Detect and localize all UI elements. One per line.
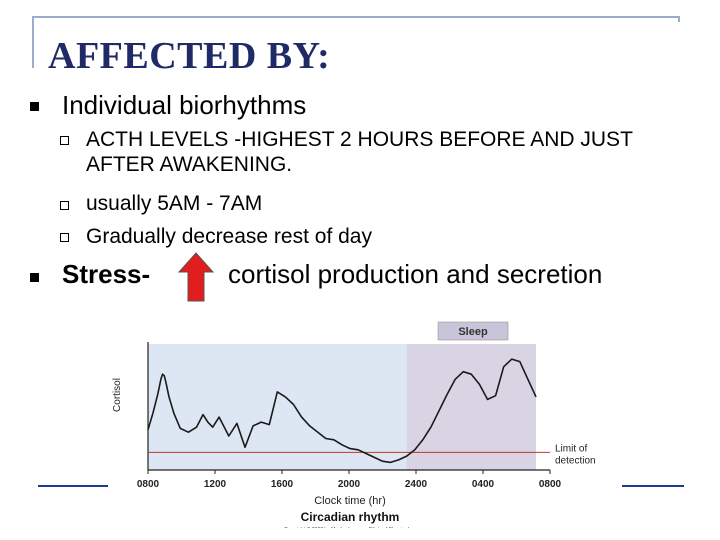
y-axis-label: Cortisol [112, 378, 123, 412]
x-tick-label: 0800 [137, 479, 160, 490]
bullet-biorhythms: Individual biorhythms [62, 90, 307, 120]
bullet-stress-label: Stress- [62, 259, 151, 289]
chart-title: Circadian rhythm [301, 510, 400, 524]
slide-title: AFFECTED BY: [48, 35, 331, 77]
cortisol-series-line [147, 358, 537, 464]
bullet-stress-text: cortisol production and secretion [228, 259, 603, 289]
sub-bullet-hollow-square-icon [60, 201, 69, 210]
up-arrow-icon [178, 252, 214, 302]
x-axis-label: Clock time (hr) [314, 495, 386, 507]
x-tick-label: 2400 [405, 479, 428, 490]
bullet-square-icon [30, 273, 39, 282]
sub-bullet-hollow-square-icon [60, 233, 69, 242]
sleep-label: Sleep [458, 326, 488, 338]
bullet-square-icon [30, 102, 39, 111]
sub-bullet-time: usually 5AM - 7AM [86, 192, 263, 215]
limit-label-line1: Limit of [555, 443, 587, 454]
decorative-line-left [38, 485, 108, 487]
sleep-shaded-region [406, 344, 536, 470]
x-tick-label: 1600 [271, 479, 294, 490]
sub-bullet-acth: ACTH LEVELS -HIGHEST 2 HOURS BEFORE AND … [86, 128, 633, 176]
x-tick-label: 1200 [204, 479, 227, 490]
x-tick-label: 2000 [338, 479, 361, 490]
limit-label-line2: detection [555, 455, 596, 466]
slide-frame-vertical [32, 16, 34, 68]
sub-bullet-hollow-square-icon [60, 136, 69, 145]
sleep-label-box [437, 321, 509, 341]
slide-frame-horizontal [32, 16, 680, 18]
sub-bullet-decrease: Gradually decrease rest of day [86, 225, 372, 248]
chart-copyright: Copyright © 2007 by Mosby, Inc., an affi… [284, 526, 416, 528]
slide-frame-tick [678, 16, 680, 22]
cortisol-chart: Sleep Limit of detection Cortisol 0800 1200 16… [100, 318, 640, 533]
x-tick-label: 0400 [472, 479, 495, 490]
x-tick-label: 0800 [539, 479, 562, 490]
decorative-line-right [622, 485, 684, 487]
